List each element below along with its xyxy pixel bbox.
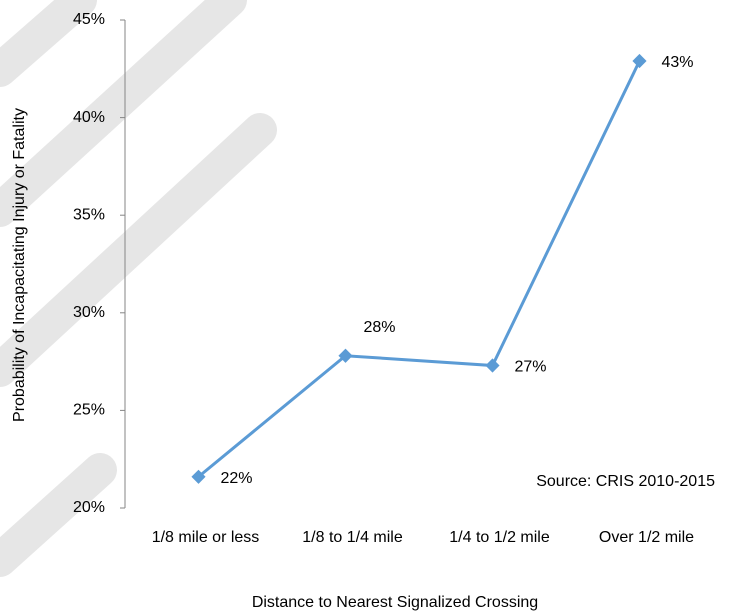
- y-tick-label: 40%: [73, 109, 105, 126]
- annotation: Source: CRIS 2010-2015: [536, 473, 715, 490]
- y-tick-label: 20%: [73, 499, 105, 516]
- line: [197, 60, 641, 478]
- data-label: 28%: [364, 319, 396, 336]
- y-axis-title: Probability of Incapacitating Injury or …: [11, 108, 28, 422]
- y-tick-label: 25%: [73, 402, 105, 419]
- data-label: 27%: [515, 359, 547, 376]
- x-tick-label: 1/8 mile or less: [151, 529, 260, 546]
- x-tick-label: Over 1/2 mile: [598, 529, 695, 546]
- marker: [485, 358, 500, 373]
- data-label: 43%: [662, 54, 694, 71]
- y-tick-label: 45%: [73, 11, 105, 28]
- x-tick-label: 1/4 to 1/2 mile: [449, 529, 550, 546]
- y-tick-label: 35%: [73, 206, 105, 223]
- marker: [191, 469, 206, 484]
- x-axis-title: Distance to Nearest Signalized Crossing: [252, 594, 538, 611]
- x-tick-label: 1/8 to 1/4 mile: [302, 529, 403, 546]
- data-label: 22%: [221, 470, 253, 487]
- watermark: [0, 0, 277, 577]
- y-tick-label: 30%: [73, 304, 105, 321]
- marker: [338, 348, 353, 363]
- marker: [632, 53, 647, 69]
